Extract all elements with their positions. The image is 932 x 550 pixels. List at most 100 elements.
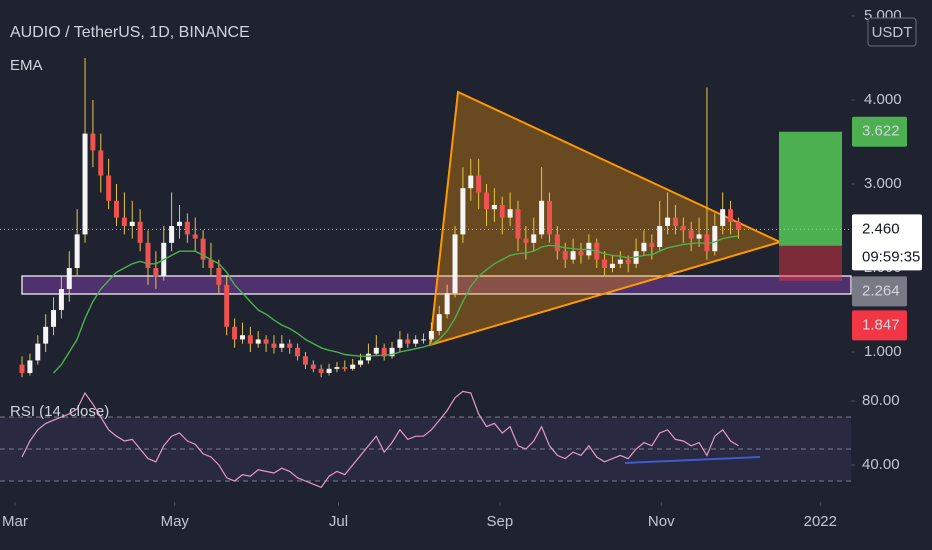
candle-body <box>74 234 80 269</box>
entry-price-tag <box>852 276 907 307</box>
candle-body <box>641 242 647 252</box>
candle-body <box>271 343 277 348</box>
candle-body <box>247 335 253 344</box>
candle-body <box>413 339 419 344</box>
candle-body <box>609 263 615 269</box>
candle-body <box>279 343 285 348</box>
candle-body <box>373 347 379 354</box>
candle-body <box>531 234 537 243</box>
candle-body <box>35 343 41 361</box>
candle-body <box>405 339 411 344</box>
candle-body <box>200 238 206 260</box>
y-tick-label: 3.000 <box>864 175 902 192</box>
candle-body <box>58 289 64 311</box>
candle-body <box>365 353 371 361</box>
candle-body <box>539 200 545 235</box>
stop-zone <box>779 245 842 281</box>
candle-body <box>696 234 702 239</box>
candle-body <box>224 284 230 327</box>
y-tick-label: 1.000 <box>864 343 902 360</box>
candle-body <box>153 268 159 277</box>
candle-body <box>602 259 608 269</box>
candle-body <box>562 251 568 260</box>
candle-body <box>350 364 356 369</box>
candle-body <box>82 133 88 235</box>
candle-body <box>310 364 316 369</box>
candle-body <box>51 310 57 327</box>
stop-price-label: 1.847 <box>862 316 900 333</box>
last-price-tag <box>852 214 922 271</box>
rsi-title: RSI (14, close) <box>10 403 109 420</box>
candle-body <box>232 326 238 340</box>
candle-body <box>137 221 143 243</box>
candle-body <box>114 200 120 218</box>
last-price-label: 2.460 <box>862 220 900 237</box>
candle-body <box>554 234 560 252</box>
candle-body <box>735 221 741 230</box>
candle-body <box>145 242 151 269</box>
candle-body <box>704 234 710 252</box>
candle-body <box>90 133 96 151</box>
candle-body <box>43 326 49 344</box>
y-tick-label: 4.000 <box>864 91 902 108</box>
candle-body <box>397 339 403 348</box>
candle-body <box>169 226 175 243</box>
x-tick-label: Jul <box>329 513 348 530</box>
target-price-label: 3.622 <box>862 123 900 140</box>
candle-body <box>649 242 655 248</box>
candle-body <box>326 368 332 374</box>
candle-body <box>239 335 245 340</box>
candle-body <box>192 234 198 239</box>
rsi-layer <box>0 416 851 482</box>
candle-body <box>27 360 33 374</box>
ema-line <box>52 235 739 374</box>
stop-price-tag <box>852 310 907 341</box>
candle-body <box>421 339 427 341</box>
candle-body <box>452 234 458 294</box>
candle-body <box>342 367 348 369</box>
candle-body <box>570 251 576 260</box>
candle-body <box>428 331 434 340</box>
candle-body <box>712 226 718 252</box>
rsi-trendline <box>624 456 761 464</box>
x-tick-label: 2022 <box>804 513 837 530</box>
candle-body <box>295 347 301 357</box>
candle-body <box>436 314 442 332</box>
indicator-label: EMA <box>10 57 43 74</box>
candle-body <box>184 221 190 235</box>
candle-body <box>216 268 222 285</box>
candle-body <box>625 259 631 264</box>
candle-body <box>680 226 686 231</box>
candle-body <box>66 268 72 290</box>
candle-body <box>121 217 127 227</box>
triangle-pattern <box>428 90 783 347</box>
rsi-tick-label: 80.00 <box>862 392 900 409</box>
candle-body <box>507 209 513 218</box>
entry-price-label: 2.264 <box>862 282 900 299</box>
rsi-line <box>21 390 739 489</box>
candle-body <box>720 209 726 227</box>
candle-body <box>302 356 308 365</box>
candle-body <box>672 217 678 227</box>
candle-body <box>476 175 482 193</box>
candle-body <box>255 339 261 344</box>
x-tick-label: May <box>161 513 190 530</box>
target-zone <box>779 131 842 246</box>
candle-body <box>491 204 497 210</box>
x-tick-label: Sep <box>487 513 514 530</box>
candle-body <box>287 343 293 348</box>
candle-body <box>176 221 182 227</box>
currency-box <box>867 17 917 47</box>
chart-title: AUDIO / TetherUS, 1D, BINANCE <box>10 24 250 41</box>
candle-body <box>389 347 395 357</box>
candle-body <box>358 360 364 365</box>
candle-body <box>484 192 490 210</box>
candle-body <box>688 230 694 239</box>
candle-body <box>263 339 269 344</box>
candle-body <box>499 204 505 218</box>
candle-body <box>665 217 671 227</box>
candle-body <box>318 368 324 374</box>
